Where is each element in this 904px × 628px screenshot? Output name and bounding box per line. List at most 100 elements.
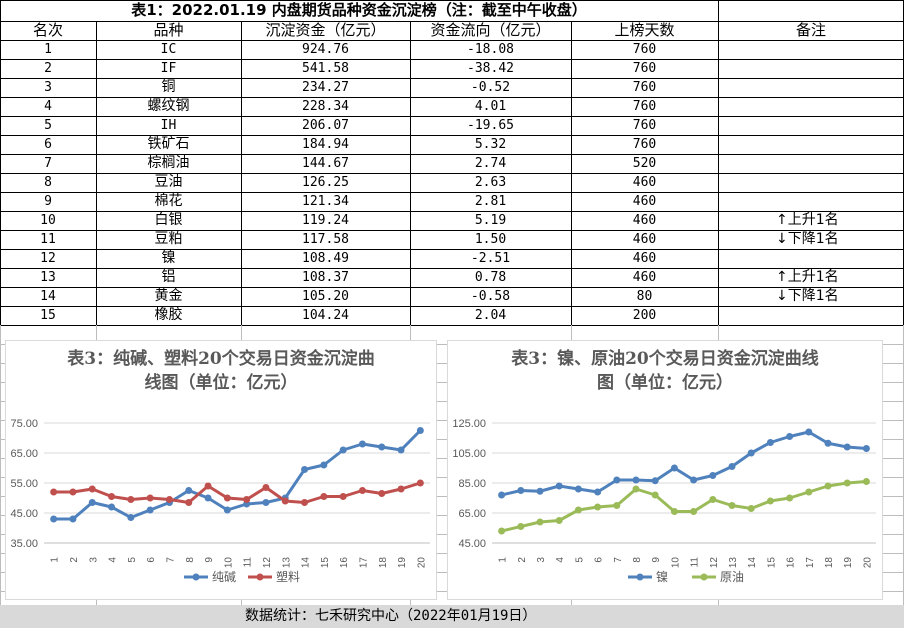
cell-name: IF: [160, 61, 177, 76]
grid-line: [0, 192, 904, 193]
cell-flow: 2.63: [474, 175, 507, 190]
data-point: [843, 443, 851, 451]
x-tick-label: 11: [690, 557, 701, 568]
cell-days: 460: [632, 232, 657, 247]
cell-funds: 108.49: [302, 251, 349, 266]
cell-name: 棕榈油: [147, 155, 190, 171]
cell-flow: 4.01: [474, 99, 507, 114]
data-point: [185, 499, 193, 506]
cell-name: IH: [160, 118, 177, 133]
footer-source: 数据统计：七禾研究中心（2022年01月19日）: [245, 608, 537, 624]
rank-change-text: 上升1名: [787, 269, 839, 285]
data-point: [69, 488, 77, 496]
cell-flow: 5.19: [474, 213, 507, 228]
data-point: [397, 446, 405, 454]
header-cell: 品种: [153, 21, 184, 39]
cell-days: 760: [632, 99, 657, 114]
cell-flow: 2.81: [474, 194, 507, 209]
cell-rank: 6: [44, 137, 52, 152]
data-point: [416, 427, 424, 434]
grid-line: [0, 268, 904, 269]
cell-days: 760: [632, 61, 657, 76]
cell-rank: 11: [40, 232, 56, 247]
cell-days: 460: [632, 194, 657, 209]
data-point: [690, 508, 698, 515]
x-tick-label: 1: [50, 557, 61, 563]
cell-name: 螺纹钢: [147, 98, 190, 114]
cell-name: 黄金: [154, 288, 183, 304]
data-point: [805, 428, 813, 436]
x-tick-label: 20: [862, 557, 873, 569]
y-tick-label: 105.00: [452, 448, 486, 460]
y-tick-label: 75.00: [10, 418, 38, 430]
cell-rank: 3: [44, 80, 52, 95]
legend-marker: [256, 573, 264, 581]
data-point: [108, 493, 116, 500]
grid-line: [0, 287, 904, 288]
x-tick-label: 2: [517, 557, 528, 563]
data-point: [862, 478, 870, 485]
arrow-down-icon: ↓: [776, 288, 788, 304]
data-point: [69, 515, 77, 523]
grid-line: [0, 59, 904, 60]
header-cell: 资金流向（亿元）: [430, 21, 551, 39]
cell-name: 镍: [161, 250, 176, 266]
data-point: [555, 482, 563, 490]
x-tick-label: 2: [69, 557, 80, 563]
grid-line: [0, 135, 904, 136]
x-tick-label: 9: [651, 557, 662, 563]
rank-change-note: ↑上升1名: [776, 211, 839, 230]
cell-days: 200: [632, 308, 657, 323]
cell-name: 铁矿石: [147, 136, 190, 152]
series-line: [53, 481, 421, 504]
series-line: [501, 480, 867, 533]
cell-funds: 924.76: [302, 42, 349, 57]
cell-rank: 12: [40, 251, 56, 266]
data-point: [594, 488, 602, 496]
y-tick-label: 65.00: [10, 448, 38, 460]
data-point: [397, 485, 405, 493]
data-point: [498, 527, 506, 535]
x-tick-label: 12: [709, 557, 720, 569]
y-tick-label: 85.00: [458, 478, 486, 490]
grid-line: [718, 21, 719, 325]
x-tick-label: 15: [320, 557, 331, 569]
data-point: [127, 514, 135, 521]
grid-line: [0, 230, 904, 231]
cell-flow: 5.32: [474, 137, 507, 152]
x-tick-label: 20: [416, 557, 427, 569]
data-point: [281, 497, 289, 505]
data-point: [824, 482, 832, 490]
footer-bar: [0, 605, 904, 628]
cell-flow: 2.74: [474, 156, 507, 171]
grid-line: [0, 0, 1, 21]
data-point: [517, 523, 525, 530]
data-point: [786, 433, 794, 440]
data-point: [127, 496, 135, 503]
cell-flow: -0.52: [470, 80, 511, 95]
data-point: [146, 494, 154, 502]
rank-change-note: ↓下降1名: [776, 230, 839, 249]
x-tick-label: 5: [127, 557, 138, 563]
x-tick-label: 8: [632, 557, 643, 563]
x-tick-label: 10: [223, 557, 234, 569]
grid-line: [0, 154, 904, 155]
cell-name: 豆粕: [154, 231, 183, 247]
cell-flow: 1.50: [474, 232, 507, 247]
grid-line: [0, 97, 904, 98]
cell-days: 760: [632, 42, 657, 57]
y-tick-label: 65.00: [458, 508, 486, 520]
cell-flow: -2.51: [470, 251, 511, 266]
x-tick-label: 15: [766, 557, 777, 569]
cell-days: 460: [632, 175, 657, 190]
data-point: [574, 506, 582, 514]
x-tick-label: 4: [108, 557, 119, 563]
data-point: [243, 496, 251, 503]
x-tick-label: 3: [88, 557, 99, 563]
x-tick-label: 7: [165, 557, 176, 563]
data-point: [843, 479, 851, 487]
legend-marker: [700, 573, 708, 581]
cell-funds: 121.34: [302, 194, 349, 209]
grid-line: [0, 78, 904, 79]
